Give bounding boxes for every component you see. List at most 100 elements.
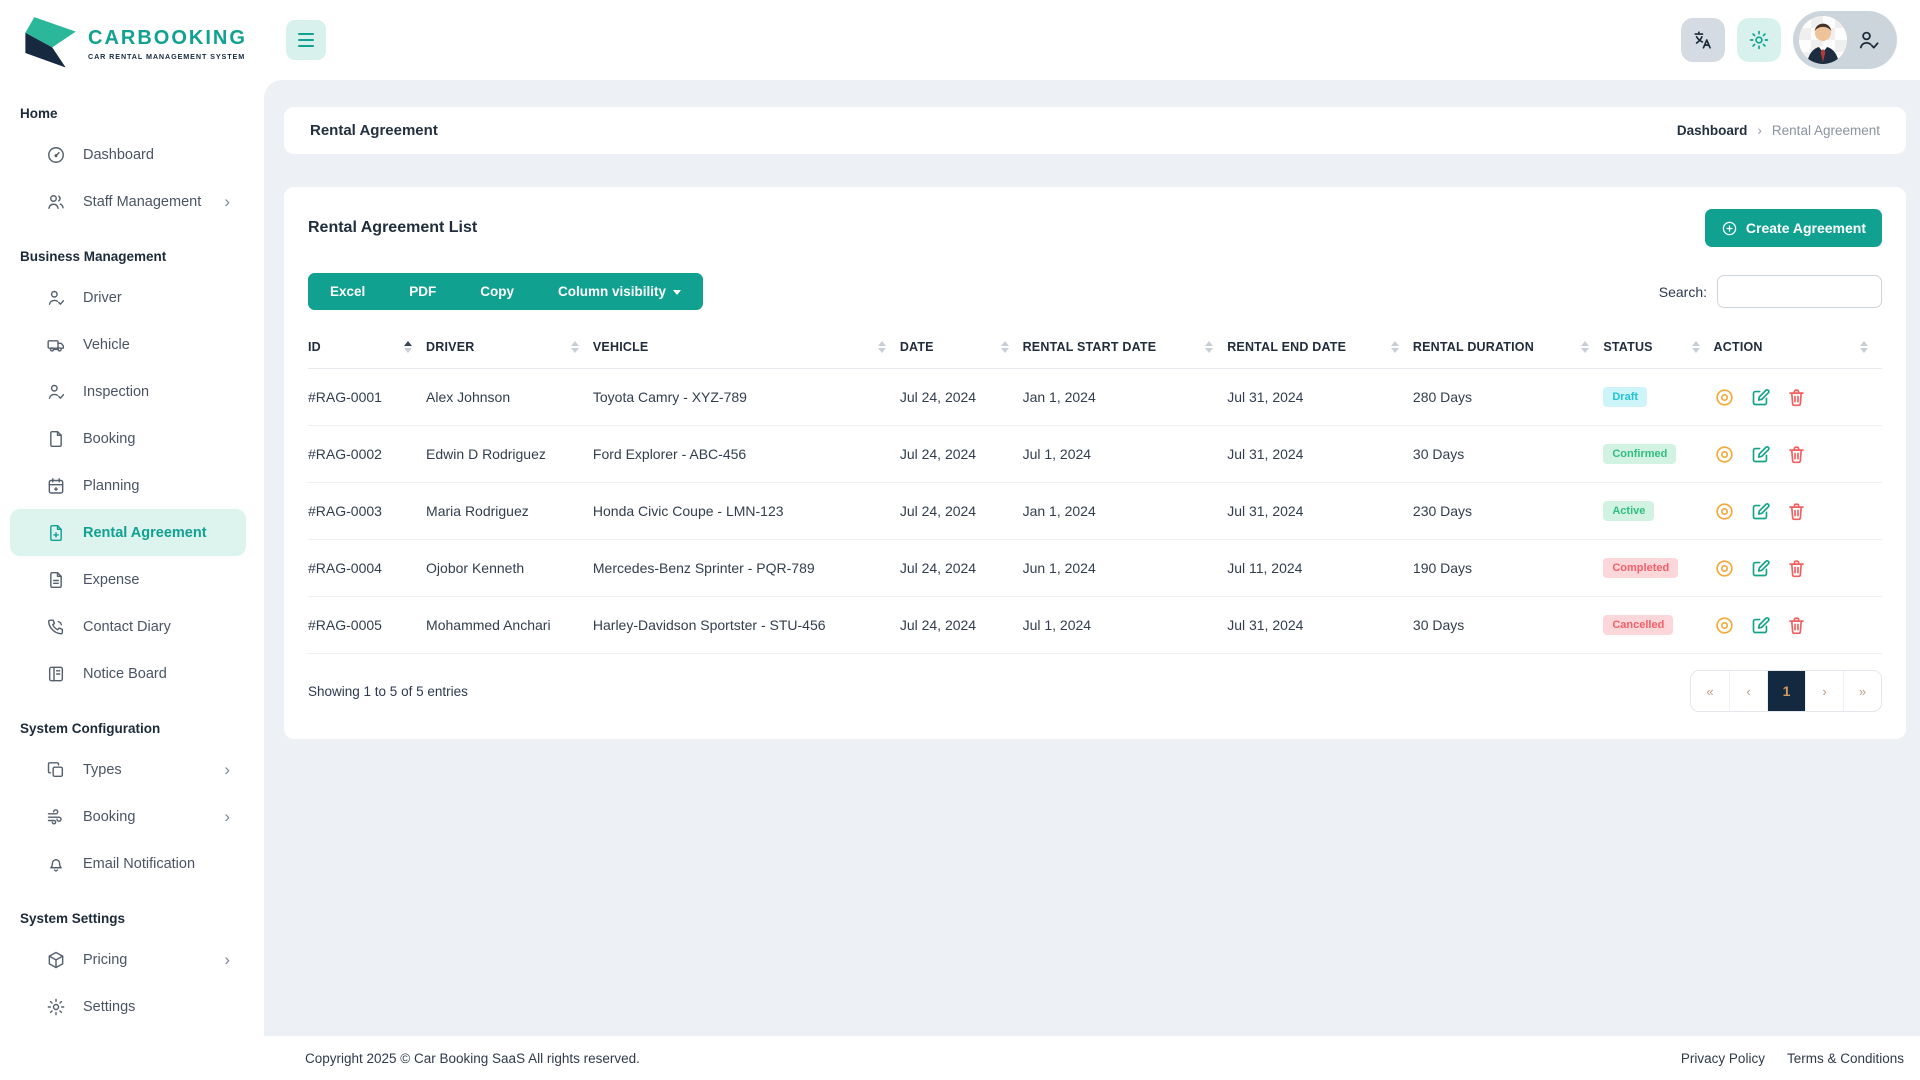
dashboard-icon	[46, 145, 66, 165]
cell-driver: Alex Johnson	[426, 368, 593, 426]
edit-button[interactable]	[1750, 615, 1771, 636]
cell-action	[1713, 539, 1882, 597]
cell-end-date: Jul 11, 2024	[1227, 539, 1413, 597]
cell-date: Jul 24, 2024	[899, 596, 1023, 654]
page-number-button[interactable]: 1	[1767, 671, 1805, 711]
status-badge: Confirmed	[1603, 444, 1677, 464]
sidebar-item-booking[interactable]: Booking ›	[10, 793, 246, 840]
pdf-export-button[interactable]: PDF	[387, 273, 459, 310]
sidebar-item-contact-diary[interactable]: Contact Diary	[10, 603, 246, 650]
view-button[interactable]	[1714, 558, 1735, 579]
avatar	[1799, 16, 1847, 64]
cell-driver: Ojobor Kenneth	[426, 539, 593, 597]
file-text-icon	[46, 570, 66, 590]
trash-icon	[1786, 616, 1807, 639]
column-header-driver[interactable]: DRIVER	[426, 328, 593, 369]
cell-vehicle: Honda Civic Coupe - LMN-123	[592, 482, 900, 540]
table-toolbar: Excel PDF Copy Column visibility Search:	[308, 273, 1882, 310]
sidebar-item-inspection[interactable]: Inspection	[10, 368, 246, 415]
sidebar-item-label: Vehicle	[83, 336, 130, 353]
column-header-rental-start-date[interactable]: RENTAL START DATE	[1022, 328, 1228, 369]
sort-carets-icon	[1000, 341, 1009, 353]
bell-icon	[46, 854, 66, 874]
table-body: #RAG-0001 Alex Johnson Toyota Camry - XYZ-…	[308, 368, 1882, 654]
edit-button[interactable]	[1750, 558, 1771, 579]
column-header-rental-end-date[interactable]: RENTAL END DATE	[1227, 328, 1413, 369]
eye-icon	[1714, 559, 1735, 582]
brand-name: CARBOOKING	[88, 27, 247, 49]
view-button[interactable]	[1714, 501, 1735, 522]
sidebar-item-driver[interactable]: Driver	[10, 274, 246, 321]
view-button[interactable]	[1714, 387, 1735, 408]
delete-button[interactable]	[1786, 444, 1807, 465]
search-input[interactable]	[1717, 275, 1882, 308]
column-header-status[interactable]: STATUS	[1603, 328, 1714, 369]
sidebar-item-booking[interactable]: Booking	[10, 415, 246, 462]
sidebar-item-label: Staff Management	[83, 193, 202, 210]
last-page-button[interactable]: »	[1843, 671, 1881, 711]
column-header-rental-duration[interactable]: RENTAL DURATION	[1412, 328, 1604, 369]
edit-button[interactable]	[1750, 444, 1771, 465]
sidebar-item-pricing[interactable]: Pricing ›	[10, 936, 246, 983]
cell-vehicle: Mercedes-Benz Sprinter - PQR-789	[592, 539, 900, 597]
sidebar-item-expense[interactable]: Expense	[10, 556, 246, 603]
cell-id: #RAG-0002	[308, 425, 427, 483]
sidebar-item-notice-board[interactable]: Notice Board	[10, 650, 246, 697]
gear-icon[interactable]	[1737, 18, 1781, 62]
rental-agreement-table: ID DRIVER VEHICLE DATE RENTAL START DATE RENT…	[308, 328, 1882, 654]
sidebar-item-label: Driver	[83, 289, 122, 306]
privacy-policy-link[interactable]: Privacy Policy	[1680, 1050, 1765, 1066]
sidebar-item-email-notification[interactable]: Email Notification	[10, 840, 246, 887]
edit-button[interactable]	[1750, 387, 1771, 408]
sidebar-item-label: Types	[83, 761, 122, 778]
view-button[interactable]	[1714, 615, 1735, 636]
sidebar-item-dashboard[interactable]: Dashboard	[10, 131, 246, 178]
breadcrumb-dashboard-link[interactable]: Dashboard	[1676, 123, 1748, 138]
cell-vehicle: Toyota Camry - XYZ-789	[592, 368, 900, 426]
cell-start-date: Jan 1, 2024	[1022, 482, 1228, 540]
cell-duration: 30 Days	[1412, 596, 1604, 654]
footer: Copyright 2025 © Car Booking SaaS All ri…	[264, 1036, 1920, 1080]
sort-carets-icon	[1205, 341, 1214, 353]
table-row: #RAG-0005 Mohammed Anchari Harley-Davidson…	[308, 596, 1882, 654]
sidebar-item-types[interactable]: Types ›	[10, 746, 246, 793]
edit-button[interactable]	[1750, 501, 1771, 522]
column-visibility-dropdown[interactable]: Column visibility	[536, 273, 704, 310]
sidebar-section-label: Home	[20, 106, 58, 121]
column-header-vehicle[interactable]: VEHICLE	[592, 328, 900, 369]
delete-button[interactable]	[1786, 558, 1807, 579]
edit-icon	[1750, 502, 1771, 525]
cell-id: #RAG-0003	[308, 482, 427, 540]
brand-logo-icon	[25, 17, 76, 68]
sidebar-item-settings[interactable]: Settings	[10, 983, 246, 1030]
status-badge: Active	[1603, 501, 1655, 521]
view-button[interactable]	[1714, 444, 1735, 465]
translate-icon[interactable]	[1681, 18, 1725, 62]
column-header-id[interactable]: ID	[308, 328, 427, 369]
user-menu[interactable]	[1793, 11, 1897, 69]
cell-id: #RAG-0001	[308, 368, 427, 426]
copy-export-button[interactable]: Copy	[458, 273, 537, 310]
sidebar-item-staff-management[interactable]: Staff Management ›	[10, 178, 246, 225]
column-header-action[interactable]: ACTION	[1713, 328, 1882, 369]
sidebar-item-rental-agreement[interactable]: Rental Agreement	[10, 509, 246, 556]
sort-carets-icon	[1390, 341, 1399, 353]
next-page-button[interactable]: ›	[1805, 671, 1843, 711]
first-page-button[interactable]: «	[1691, 671, 1729, 711]
sidebar-item-label: Contact Diary	[83, 618, 171, 635]
excel-export-button[interactable]: Excel	[308, 273, 388, 310]
delete-button[interactable]	[1786, 615, 1807, 636]
sidebar-item-planning[interactable]: Planning	[10, 462, 246, 509]
terms-conditions-link[interactable]: Terms & Conditions	[1786, 1050, 1904, 1066]
sidebar-item-label: Booking	[83, 808, 136, 825]
cell-end-date: Jul 31, 2024	[1227, 482, 1413, 540]
brand-tagline: CAR RENTAL MANAGEMENT SYSTEM	[88, 52, 246, 61]
sidebar-item-vehicle[interactable]: Vehicle	[10, 321, 246, 368]
prev-page-button[interactable]: ‹	[1729, 671, 1767, 711]
delete-button[interactable]	[1786, 387, 1807, 408]
cell-action	[1713, 368, 1882, 426]
create-agreement-button[interactable]: Create Agreement	[1704, 209, 1882, 247]
column-header-date[interactable]: DATE	[899, 328, 1023, 369]
menu-icon[interactable]	[286, 20, 326, 60]
delete-button[interactable]	[1786, 501, 1807, 522]
